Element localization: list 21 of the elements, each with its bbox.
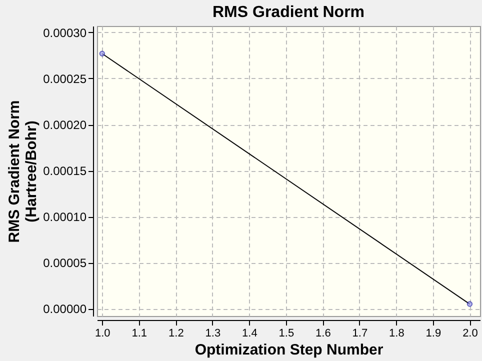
y-tick-label: 0.00030 xyxy=(43,26,87,40)
x-tick-label: 1.2 xyxy=(168,328,184,340)
x-tick-label: 1.5 xyxy=(278,328,294,340)
x-tick-label: 1.7 xyxy=(352,328,368,340)
y-tick-label: 0.00010 xyxy=(43,210,87,224)
x-axis-title: Optimization Step Number xyxy=(194,342,384,358)
chart-title: RMS Gradient Norm xyxy=(212,4,365,21)
y-tick-label: 0.00005 xyxy=(43,256,87,270)
x-tick-label: 1.1 xyxy=(132,328,148,340)
y-tick-label: 0.00015 xyxy=(43,164,87,178)
x-tick-label: 1.6 xyxy=(316,328,331,340)
y-axis-title: RMS Gradient Norm (Hartree/Bohr) xyxy=(6,100,40,243)
x-tick-label: 1.0 xyxy=(94,328,110,340)
x-tick-label: 1.8 xyxy=(389,328,404,340)
y-tick-label: 0.00000 xyxy=(43,302,87,316)
x-tick-label: 1.3 xyxy=(205,328,221,340)
x-tick-label: 1.4 xyxy=(242,328,258,340)
y-tick-label: 0.00020 xyxy=(43,118,87,132)
y-tick-label: 0.00025 xyxy=(43,72,87,86)
x-tick-label: 2.0 xyxy=(462,328,478,340)
x-tick-label: 1.9 xyxy=(426,328,442,340)
